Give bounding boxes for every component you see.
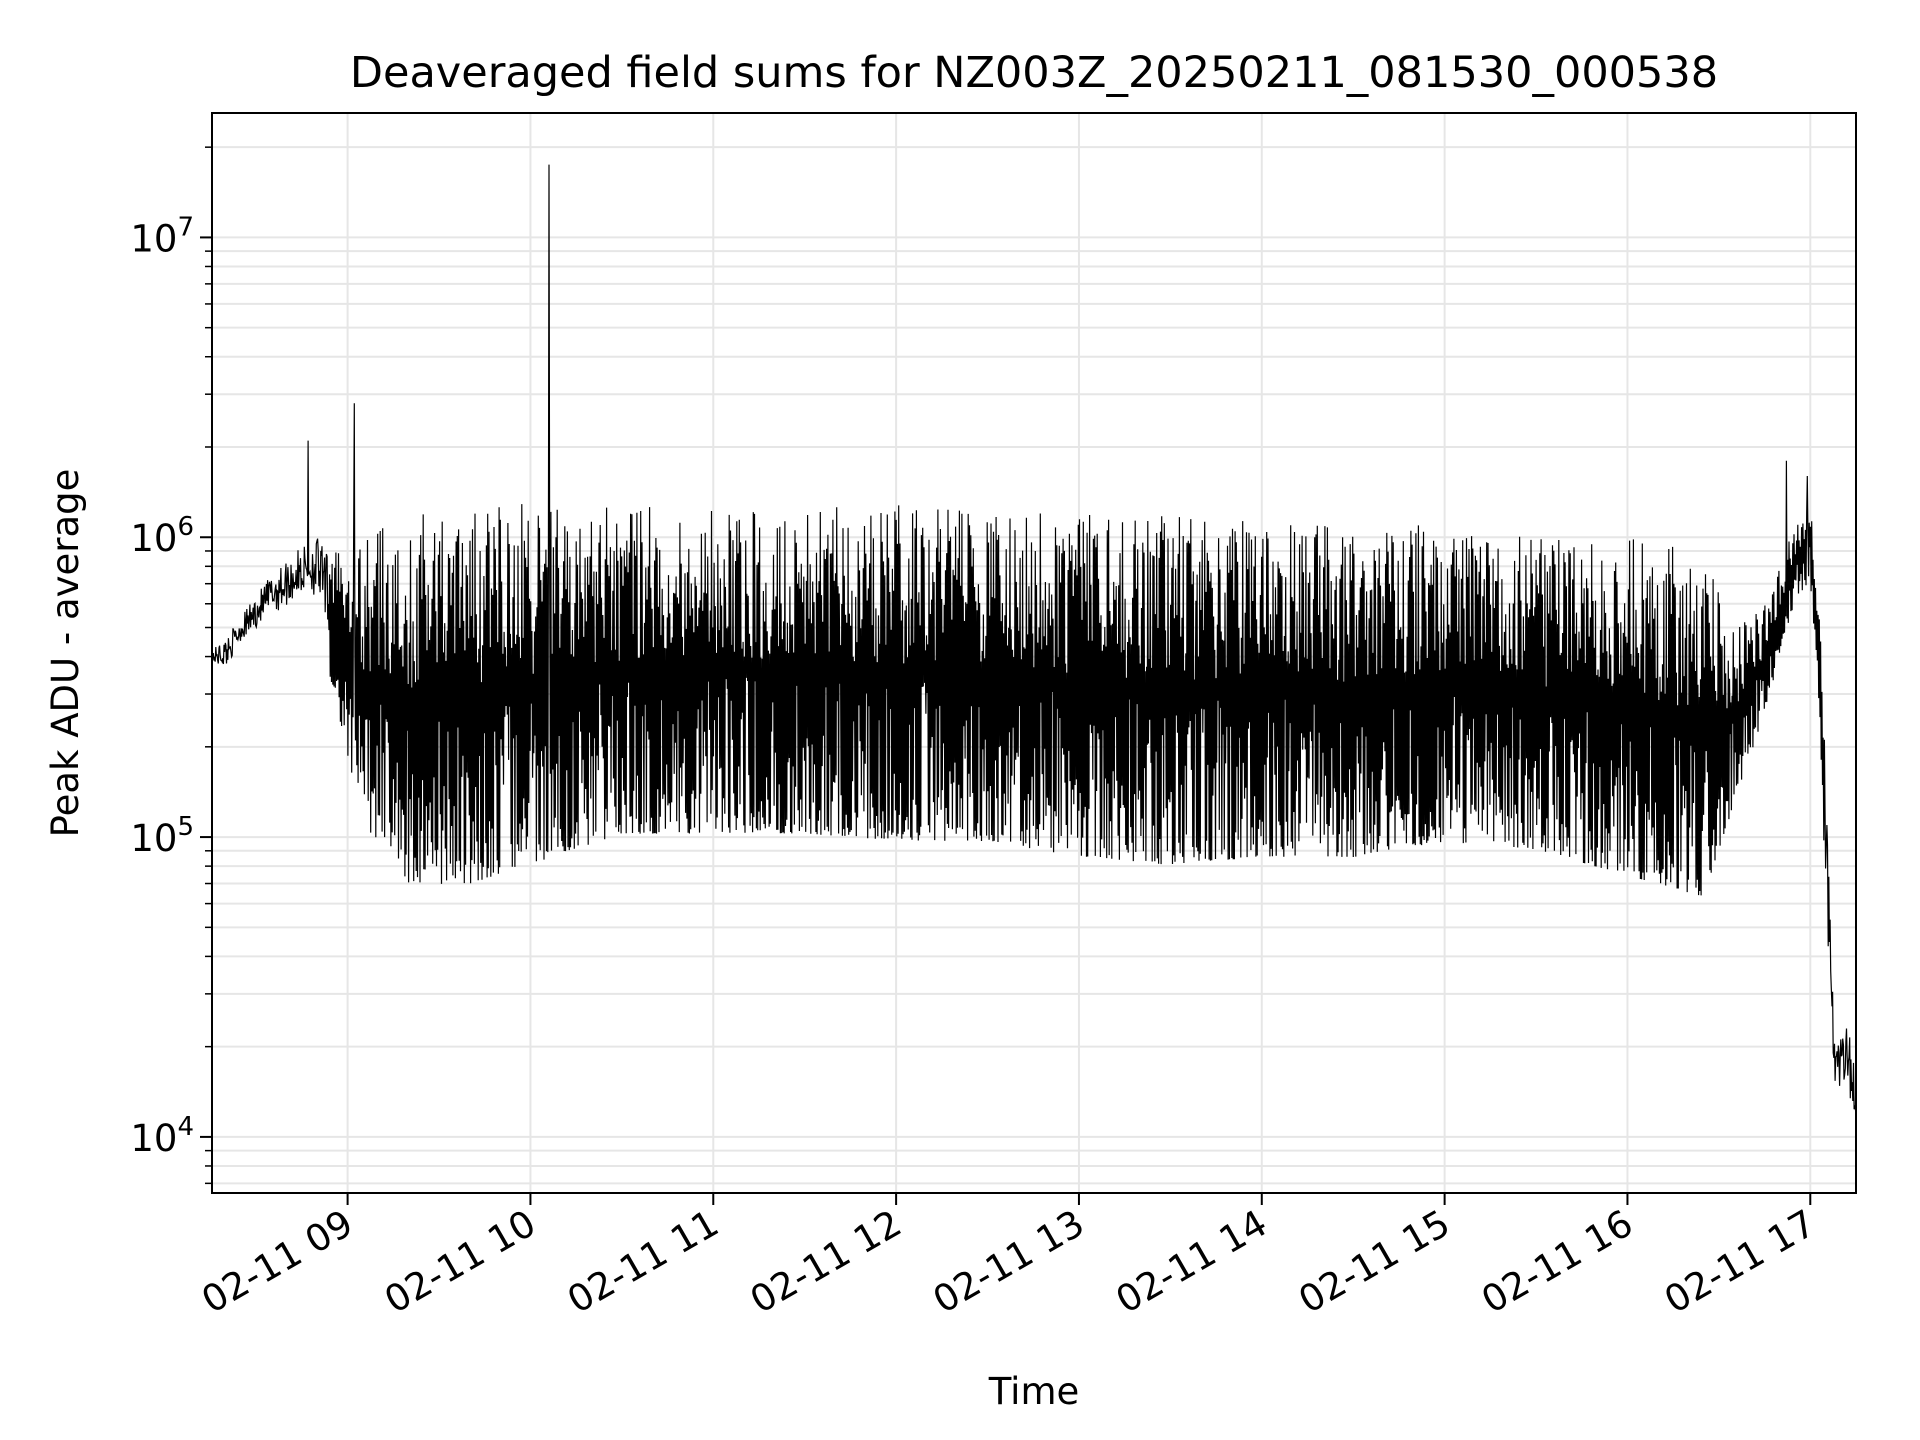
y-tick-label: 105 [130, 812, 194, 860]
y-tick-label: 106 [130, 512, 194, 560]
chart-title: Deaveraged field sums for NZ003Z_2025021… [350, 48, 1718, 98]
plot-frame [211, 112, 1857, 1194]
series-layer [211, 164, 1857, 1111]
y-tick-label: 107 [130, 212, 194, 260]
y-axis-label: Peak ADU - average [44, 469, 87, 838]
series-line [211, 164, 1857, 1111]
grid [212, 113, 1856, 1193]
x-axis-label: Time [988, 1370, 1080, 1413]
y-axis: 104 105 106 107 [130, 146, 212, 1185]
y-tick-label: 104 [130, 1112, 194, 1160]
